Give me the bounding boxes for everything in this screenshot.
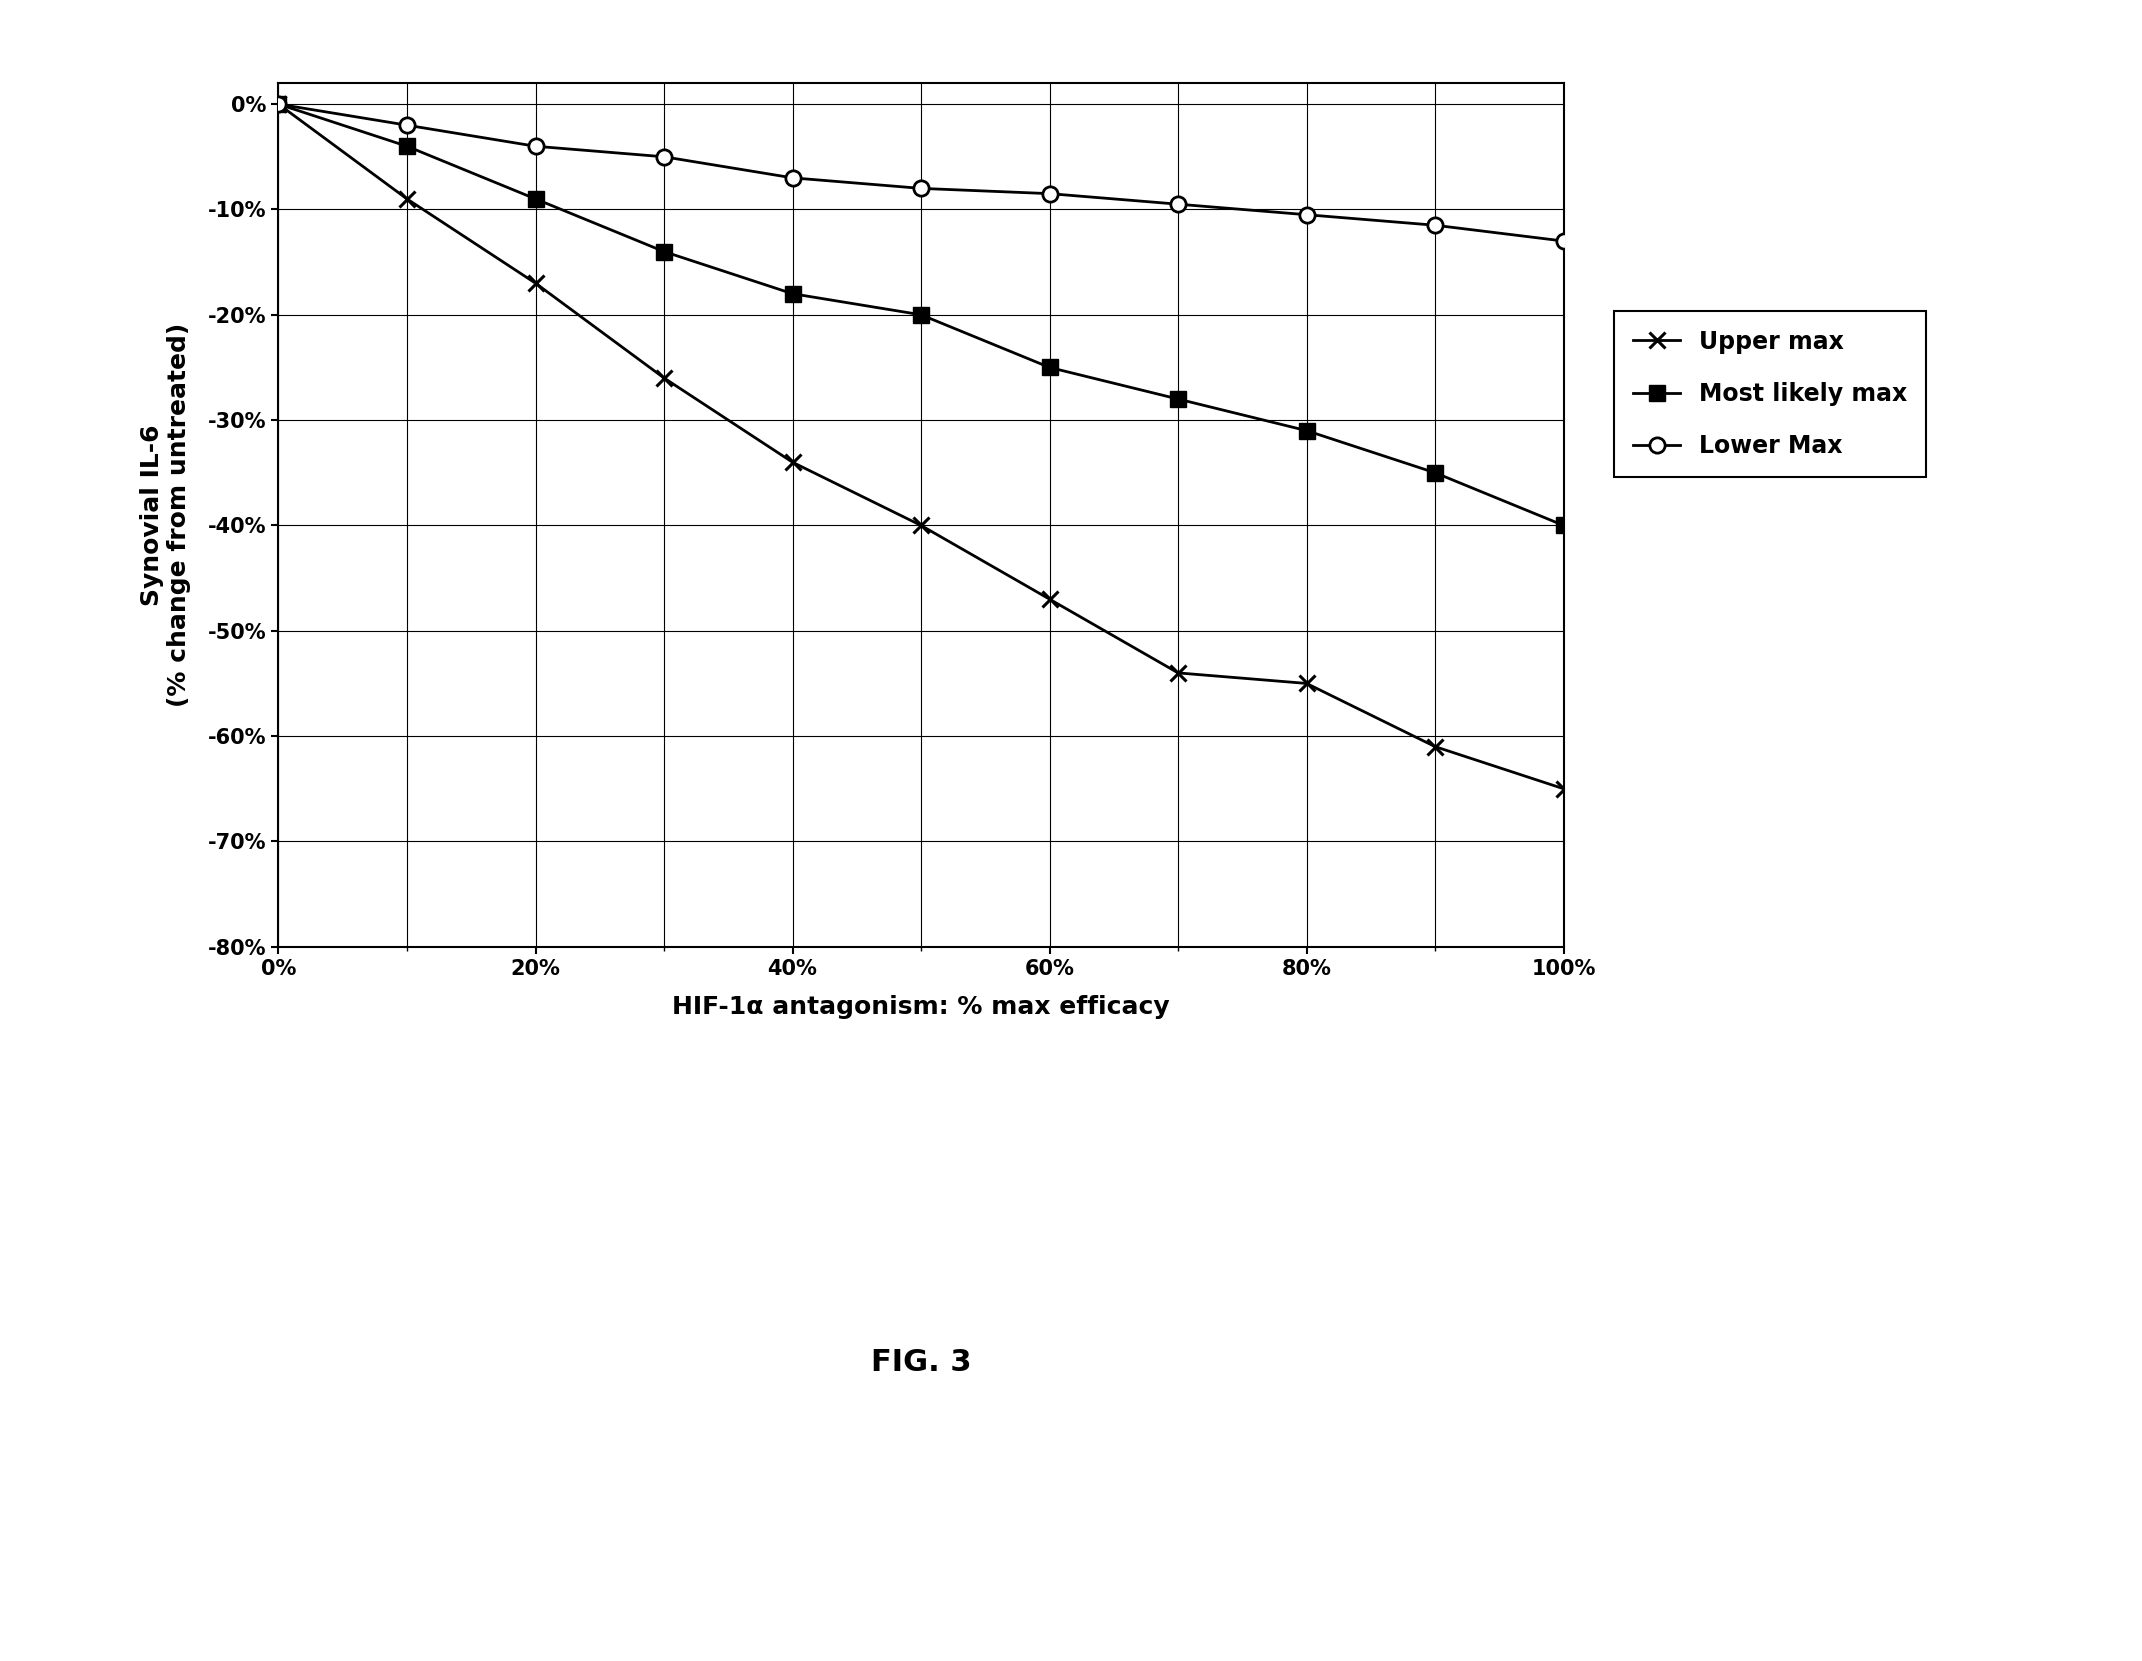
Most likely max xyxy=(1294,420,1319,440)
Upper max xyxy=(1294,673,1319,693)
Line: Lower Max: Lower Max xyxy=(270,96,1572,249)
Most likely max xyxy=(394,136,420,156)
Legend: Upper max, Most likely max, Lower Max: Upper max, Most likely max, Lower Max xyxy=(1615,311,1926,477)
Upper max xyxy=(394,189,420,209)
Lower Max xyxy=(1422,216,1448,236)
Line: Upper max: Upper max xyxy=(270,96,1572,796)
Text: FIG. 3: FIG. 3 xyxy=(872,1347,970,1377)
X-axis label: HIF-1α antagonism: % max efficacy: HIF-1α antagonism: % max efficacy xyxy=(673,995,1170,1020)
Most likely max xyxy=(780,284,805,304)
Lower Max xyxy=(780,168,805,188)
Lower Max xyxy=(1294,204,1319,224)
Lower Max xyxy=(1165,194,1191,214)
Upper max xyxy=(651,369,677,389)
Most likely max xyxy=(1422,463,1448,483)
Upper max xyxy=(780,452,805,472)
Y-axis label: Synovial IL-6
(% change from untreated): Synovial IL-6 (% change from untreated) xyxy=(139,322,191,708)
Upper max xyxy=(266,95,291,115)
Most likely max xyxy=(1551,515,1577,535)
Most likely max xyxy=(651,241,677,261)
Lower Max xyxy=(908,178,934,198)
Most likely max xyxy=(1165,389,1191,409)
Lower Max xyxy=(394,115,420,135)
Most likely max xyxy=(1037,357,1062,377)
Most likely max xyxy=(523,189,548,209)
Lower Max xyxy=(266,95,291,115)
Most likely max xyxy=(908,306,934,326)
Upper max xyxy=(523,272,548,292)
Upper max xyxy=(1422,737,1448,757)
Upper max xyxy=(908,515,934,535)
Lower Max xyxy=(651,146,677,166)
Line: Most likely max: Most likely max xyxy=(270,96,1572,533)
Upper max xyxy=(1165,663,1191,683)
Upper max xyxy=(1551,779,1577,799)
Most likely max xyxy=(266,95,291,115)
Lower Max xyxy=(1551,231,1577,251)
Upper max xyxy=(1037,590,1062,610)
Lower Max xyxy=(523,136,548,156)
Lower Max xyxy=(1037,184,1062,204)
